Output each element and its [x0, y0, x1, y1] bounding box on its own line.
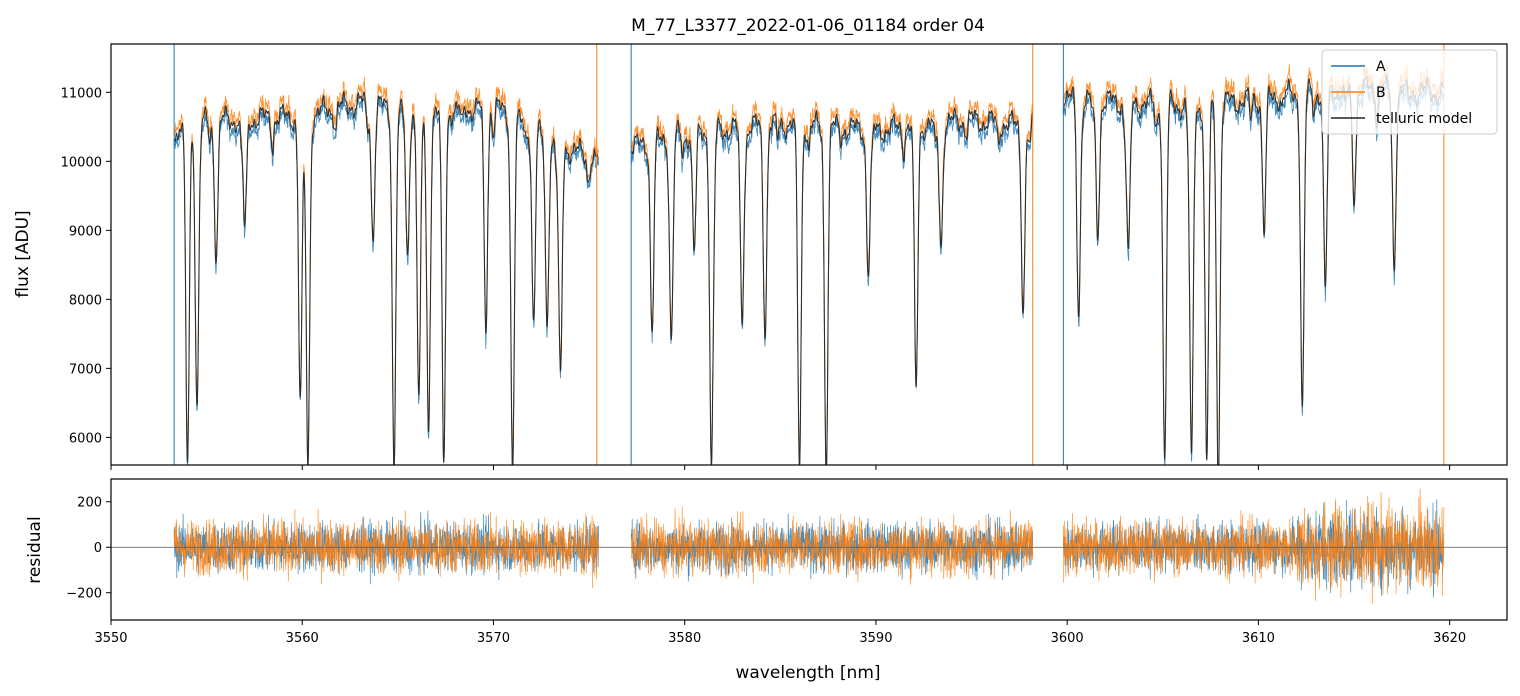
flux-ytick-label: 11000 — [61, 86, 102, 101]
legend-label-a: A — [1376, 59, 1386, 75]
residual-series-0-segment-0 — [173, 510, 599, 585]
flux-plot-area — [173, 44, 1445, 465]
flux-series-0-segment-2 — [1062, 76, 1445, 465]
chart-title: M_77_L3377_2022-01-06_01184 order 04 — [631, 16, 985, 36]
residual-xtick-label: 3600 — [1051, 631, 1084, 646]
residual-axes-frame — [110, 478, 1508, 621]
residual-plot-area — [111, 488, 1507, 604]
flux-series-2-segment-1 — [630, 106, 1034, 465]
flux-series-2-segment-0 — [173, 90, 599, 465]
residual-xtick-label: 3570 — [477, 631, 510, 646]
residual-axis-ticks: −200 0 200 3550 3560 3570 3580 3590 3600 3610 3620 — [66, 496, 1466, 646]
residual-xtick-label: 3550 — [94, 631, 127, 646]
flux-ytick-label: 6000 — [69, 431, 102, 446]
flux-series-0-segment-0 — [173, 93, 599, 465]
residual-series-1-segment-1 — [630, 506, 1034, 585]
flux-ytick-label: 9000 — [69, 224, 102, 239]
residual-series-1-segment-2 — [1062, 488, 1445, 604]
legend-label-model: telluric model — [1376, 111, 1472, 127]
residual-series-1-segment-0 — [173, 508, 599, 589]
residual-ytick-label: 0 — [94, 541, 102, 556]
flux-axis-ticks: 6000 7000 8000 9000 10000 11000 — [61, 86, 1451, 470]
residual-xtick-label: 3560 — [286, 631, 319, 646]
residual-xtick-label: 3610 — [1242, 631, 1275, 646]
flux-ytick-label: 10000 — [61, 155, 102, 170]
residual-ytick-label: −200 — [66, 587, 102, 602]
x-axis-label: wavelength [nm] — [735, 663, 880, 683]
residual-xtick-label: 3590 — [859, 631, 892, 646]
residual-xtick-label: 3580 — [668, 631, 701, 646]
flux-series-2-segment-2 — [1062, 73, 1445, 465]
residual-xtick-label: 3620 — [1433, 631, 1466, 646]
residual-y-axis-label: residual — [25, 516, 45, 583]
flux-y-axis-label: flux [ADU] — [13, 210, 33, 297]
flux-ytick-label: 8000 — [69, 293, 102, 308]
flux-axes-frame — [110, 43, 1508, 466]
flux-ytick-label: 7000 — [69, 362, 102, 377]
legend-box — [1321, 49, 1498, 135]
legend-label-b: B — [1376, 85, 1386, 101]
residual-ytick-label: 200 — [77, 496, 102, 511]
flux-series-1-segment-1 — [630, 96, 1034, 465]
legend: A B telluric model — [1321, 49, 1498, 135]
